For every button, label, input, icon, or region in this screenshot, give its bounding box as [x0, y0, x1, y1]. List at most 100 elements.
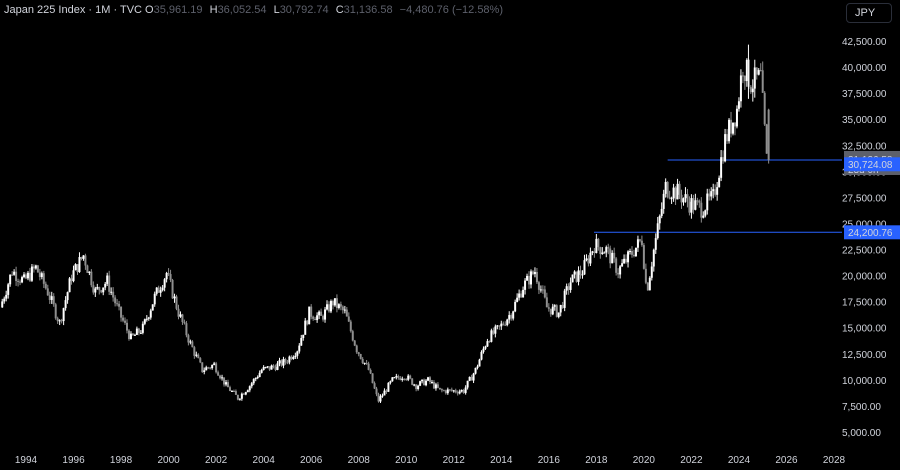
candle-body [126, 322, 128, 331]
candle-body [3, 298, 6, 302]
candle-body [494, 326, 497, 334]
candle-body [567, 286, 570, 290]
candle-body [502, 323, 505, 325]
candle-body [357, 352, 360, 355]
candle-body [520, 293, 523, 298]
candle-body [76, 264, 79, 273]
x-tick-label: 2028 [823, 455, 846, 466]
candle-body [518, 293, 521, 298]
candle-body [274, 366, 277, 370]
candle-body [68, 278, 71, 293]
candle-body [120, 306, 123, 318]
candle-body [530, 271, 532, 285]
candle-body [694, 200, 697, 210]
candle-body [537, 282, 540, 290]
level-price-label: 24,200.76 [848, 228, 893, 239]
candle-body [419, 381, 422, 386]
candle-body [405, 378, 408, 380]
candle-body [116, 303, 119, 305]
candle-body [230, 390, 233, 392]
candle-body [141, 323, 144, 333]
candle-body [684, 194, 687, 199]
candle-body [349, 321, 352, 332]
candle-body [432, 381, 435, 389]
candle-body [644, 268, 647, 283]
candle-body [547, 307, 550, 309]
x-tick-label: 1996 [62, 455, 85, 466]
currency-button[interactable]: JPY [846, 3, 892, 23]
candle-body [757, 70, 760, 75]
x-tick-label: 2006 [300, 455, 323, 466]
x-tick-label: 1994 [15, 455, 38, 466]
y-tick-label: 42,500.00 [842, 37, 887, 48]
candle-body [28, 272, 31, 281]
candle-body [284, 358, 287, 363]
candle-body [127, 330, 130, 340]
candle-body [631, 251, 633, 255]
open-value: 35,961.19 [153, 4, 203, 16]
candle-body [341, 306, 344, 311]
candle-body [310, 306, 313, 317]
candle-body [30, 266, 33, 281]
candle-body [678, 183, 681, 195]
candle-body [508, 315, 511, 320]
candle-body [627, 251, 630, 263]
candle-body [211, 365, 214, 369]
candle-body [240, 393, 243, 399]
candle-body [688, 201, 691, 213]
candle-body [397, 376, 400, 378]
candle-body [401, 378, 404, 380]
candle-body [753, 67, 756, 89]
candle-body [640, 240, 643, 246]
candle-body [254, 378, 257, 380]
candle-body [603, 252, 606, 254]
candle-body [276, 363, 279, 370]
candle-body [296, 351, 299, 356]
y-tick-label: 12,500.00 [842, 350, 887, 361]
candle-body [244, 392, 247, 395]
y-tick-label: 27,500.00 [842, 193, 887, 204]
candle-body [716, 187, 719, 195]
candle-body [504, 324, 507, 326]
candle-body [587, 258, 590, 264]
candle-body [205, 367, 208, 371]
candle-body [591, 251, 594, 253]
candle-body [36, 265, 39, 273]
candle-body [732, 122, 734, 134]
candle-body [474, 367, 477, 374]
candle-body [763, 92, 766, 125]
candle-body [100, 290, 103, 293]
candle-body [710, 191, 713, 197]
candle-body [181, 314, 184, 323]
candle-body [298, 345, 301, 352]
candle-body [755, 67, 758, 75]
candle-body [165, 273, 168, 280]
candle-body [74, 264, 77, 271]
candle-body [403, 378, 406, 380]
candle-body [260, 369, 263, 373]
candle-body [464, 387, 467, 393]
candle-body [541, 289, 544, 291]
candle-body [84, 255, 87, 266]
candle-body [209, 367, 212, 369]
candle-body [7, 284, 10, 295]
candle-body [13, 271, 16, 275]
candle-body [389, 381, 392, 383]
candle-body [333, 298, 336, 306]
candle-body [217, 372, 220, 376]
candle-body [129, 333, 132, 340]
candle-body [294, 355, 297, 358]
candle-body [124, 320, 127, 323]
candle-body [749, 86, 752, 93]
x-tick-label: 2026 [775, 455, 798, 466]
candle-body [232, 390, 235, 392]
candle-body [151, 304, 154, 311]
candle-body [680, 194, 683, 203]
y-tick-label: 10,000.00 [842, 376, 887, 387]
candle-body [528, 275, 531, 285]
candle-body [72, 270, 75, 282]
candle-body [223, 377, 226, 385]
candle-body [500, 323, 503, 327]
